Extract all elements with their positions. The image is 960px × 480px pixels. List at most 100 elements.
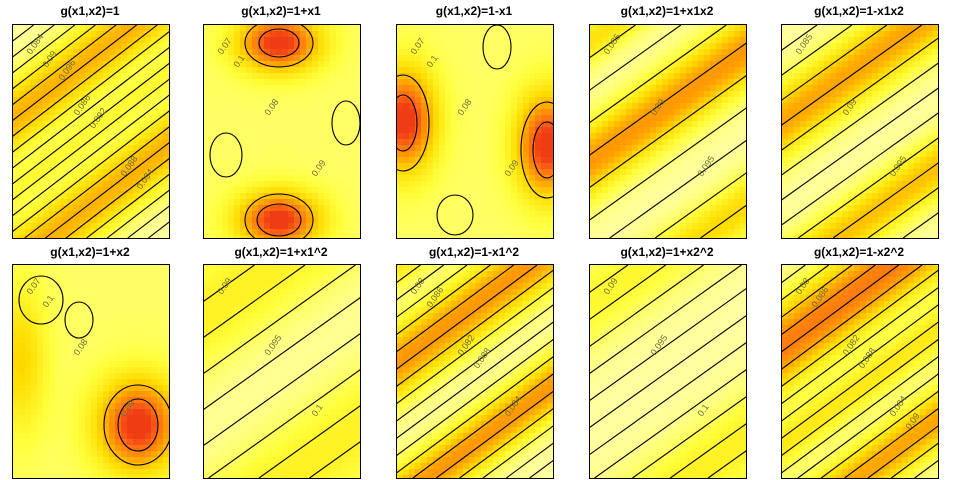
- heat-cell: [204, 199, 211, 206]
- heat-cell: [121, 271, 128, 278]
- heat-cell: [49, 49, 56, 56]
- heat-cell: [55, 205, 62, 212]
- heat-cell: [656, 151, 663, 158]
- heat-cell: [596, 133, 603, 140]
- heat-cell: [740, 73, 746, 80]
- heat-cell: [650, 49, 657, 56]
- heat-cell: [264, 133, 271, 140]
- heat-cell: [487, 127, 494, 134]
- heat-cell: [318, 199, 325, 206]
- heat-cell: [427, 181, 434, 188]
- heat-cell: [103, 157, 110, 164]
- heat-cell: [662, 187, 669, 194]
- heat-cell: [306, 235, 313, 238]
- heat-cell: [163, 271, 169, 278]
- heat-cell: [728, 211, 735, 218]
- heat-cell: [300, 43, 307, 50]
- heat-cell: [246, 25, 253, 32]
- heat-cell: [529, 133, 536, 140]
- heat-cell: [433, 217, 440, 224]
- heat-cell: [91, 283, 98, 290]
- heat-cell: [228, 73, 235, 80]
- heat-cell: [493, 49, 500, 56]
- heat-cell: [37, 235, 44, 238]
- heat-cell: [312, 49, 319, 56]
- heat-cell: [397, 55, 404, 62]
- heat-cell: [445, 91, 452, 98]
- heat-cell: [73, 121, 80, 128]
- heat-cell: [535, 97, 542, 104]
- heat-cell: [487, 181, 494, 188]
- heat-cell: [264, 169, 271, 176]
- heat-cell: [812, 133, 819, 140]
- heat-cell: [240, 61, 247, 68]
- heat-cell: [734, 217, 741, 224]
- heat-cell: [37, 31, 44, 38]
- heat-cell: [109, 217, 116, 224]
- heat-cell: [145, 103, 152, 110]
- heat-cell: [884, 211, 891, 218]
- heat-cell: [926, 55, 933, 62]
- heat-cell: [596, 151, 603, 158]
- heat-cell: [686, 25, 693, 32]
- heat-cell: [620, 109, 627, 116]
- heat-cell: [151, 25, 158, 32]
- heat-cell: [481, 121, 488, 128]
- heat-cell: [37, 133, 44, 140]
- heat-cell: [49, 199, 56, 206]
- heat-cell: [415, 187, 422, 194]
- heat-cell: [896, 157, 903, 164]
- heat-cell: [674, 25, 681, 32]
- heat-cell: [608, 31, 615, 38]
- heat-cell: [79, 301, 86, 308]
- heat-cell: [740, 223, 746, 230]
- heat-cell: [246, 127, 253, 134]
- heat-cell: [487, 133, 494, 140]
- heat-cell: [409, 127, 416, 134]
- heat-cell: [85, 205, 92, 212]
- heat-cell: [872, 109, 879, 116]
- heat-cell: [896, 145, 903, 152]
- heat-cell: [692, 127, 699, 134]
- heat-cell: [668, 205, 675, 212]
- heat-cell: [920, 37, 927, 44]
- heat-cell: [896, 103, 903, 110]
- heat-cell: [19, 289, 26, 296]
- heat-cell: [818, 145, 825, 152]
- heat-cell: [312, 133, 319, 140]
- heat-cell: [348, 229, 355, 236]
- heat-cell: [632, 31, 639, 38]
- heat-cell: [896, 199, 903, 206]
- heat-cell: [115, 271, 122, 278]
- heat-cell: [216, 61, 223, 68]
- heat-cell: [692, 67, 699, 74]
- heat-cell: [620, 103, 627, 110]
- heat-cell: [854, 37, 861, 44]
- heat-cell: [590, 85, 597, 92]
- heat-cell: [91, 109, 98, 116]
- heat-cell: [73, 67, 80, 74]
- heat-cell: [511, 235, 518, 238]
- heat-cell: [163, 37, 169, 44]
- heat-cell: [463, 211, 470, 218]
- heat-cell: [19, 229, 26, 236]
- contour-line: [482, 25, 512, 70]
- heat-cell: [740, 133, 746, 140]
- heat-cell: [157, 127, 164, 134]
- heat-cell: [800, 73, 807, 80]
- contour-line: [13, 25, 117, 105]
- heat-cell: [55, 97, 62, 104]
- heat-cell: [469, 31, 476, 38]
- heat-cell: [788, 61, 795, 68]
- heat-cell: [276, 133, 283, 140]
- heat-cell: [133, 157, 140, 164]
- heat-cell: [632, 175, 639, 182]
- heat-cell: [511, 169, 518, 176]
- heat-cell: [890, 103, 897, 110]
- heat-cell: [740, 199, 746, 206]
- heat-cell: [61, 163, 68, 170]
- heat-cell: [97, 205, 104, 212]
- heat-cell: [914, 229, 921, 236]
- heat-cell: [860, 115, 867, 122]
- heat-cell: [710, 205, 717, 212]
